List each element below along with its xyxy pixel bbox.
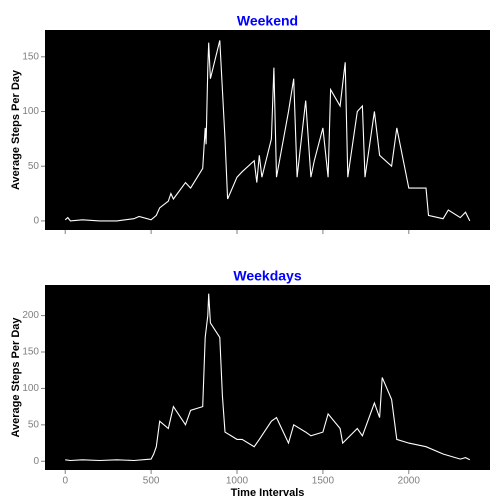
panel-background xyxy=(45,285,490,470)
y-axis-label: Average Steps Per Day xyxy=(10,317,22,438)
panel-title: Weekend xyxy=(237,13,298,29)
x-tick-label: 2000 xyxy=(398,476,421,487)
panel-background xyxy=(45,30,490,230)
y-tick-label: 0 xyxy=(33,456,39,467)
y-tick-label: 50 xyxy=(28,161,40,172)
y-tick-label: 100 xyxy=(22,383,39,394)
line xyxy=(65,293,471,462)
y-tick-label: 150 xyxy=(22,347,39,358)
y-tick-label: 100 xyxy=(22,106,39,117)
x-tick-label: 500 xyxy=(143,476,160,487)
y-axis-label: Average Steps Per Day xyxy=(10,69,22,190)
line xyxy=(64,40,471,222)
x-tick-label: 1500 xyxy=(312,476,335,487)
y-tick-label: 150 xyxy=(22,51,39,62)
panel-title: Weekdays xyxy=(233,268,301,284)
y-tick-label: 0 xyxy=(33,216,39,227)
x-axis-label: Time Intervals xyxy=(231,487,305,499)
x-tick-label: 1000 xyxy=(226,476,249,487)
y-tick-label: 200 xyxy=(22,310,39,321)
y-tick-label: 50 xyxy=(28,419,40,430)
x-tick-label: 0 xyxy=(62,476,68,487)
